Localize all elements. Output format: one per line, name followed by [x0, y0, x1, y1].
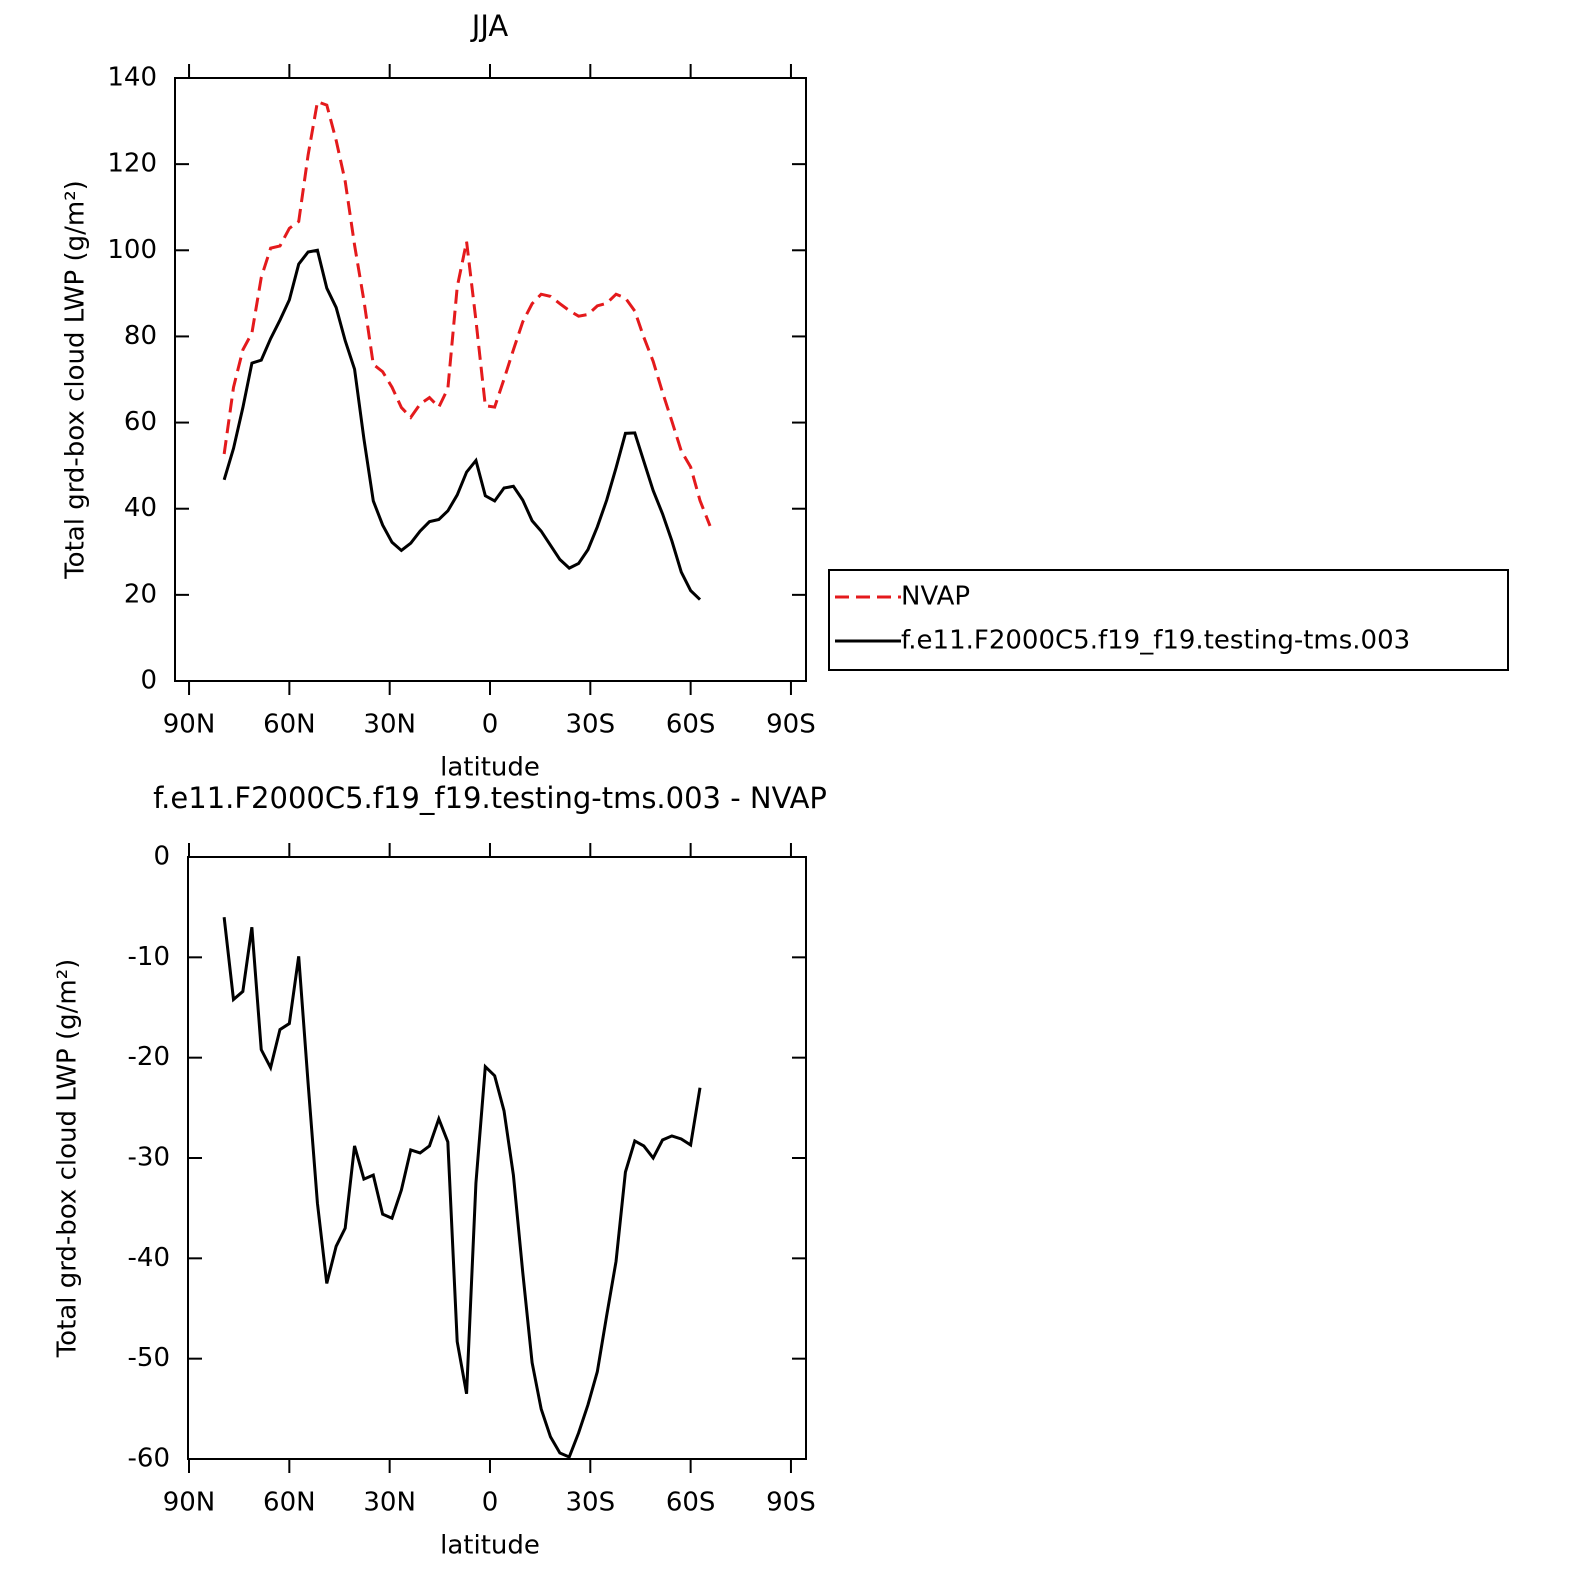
x-tick-label: 90N: [163, 710, 216, 740]
plot-frame: [174, 77, 807, 682]
plot-frame: [187, 856, 807, 1460]
x-tick-label: 0: [482, 710, 499, 740]
x-tick-label: 90S: [766, 710, 816, 740]
y-axis-label: Total grd-box cloud LWP (g/m²): [53, 959, 83, 1359]
x-tick-label: 0: [482, 1488, 499, 1518]
x-tick-label: 30N: [363, 710, 416, 740]
y-tick-label: -40: [128, 1243, 170, 1273]
y-tick-label: 120: [107, 149, 157, 179]
y-tick-label: -10: [128, 942, 170, 972]
y-tick-label: 140: [107, 63, 157, 93]
x-tick-label: 60S: [666, 1488, 716, 1518]
y-tick-label: -50: [128, 1343, 170, 1373]
y-tick-label: 60: [124, 407, 157, 437]
legend-box: [828, 569, 1509, 671]
x-tick-label: 60S: [666, 710, 716, 740]
x-tick-label: 30S: [566, 710, 616, 740]
y-tick-label: 40: [124, 493, 157, 523]
y-tick-label: -20: [128, 1042, 170, 1072]
x-axis-label: latitude: [440, 753, 540, 783]
chart-title: JJA: [470, 9, 509, 43]
x-tick-label: 60N: [263, 1488, 316, 1518]
y-axis-label: Total grd-box cloud LWP (g/m²): [61, 180, 91, 580]
x-tick-label: 90S: [766, 1488, 816, 1518]
data-line: [222, 917, 702, 1459]
y-tick-label: 80: [124, 321, 157, 351]
x-tick-label: 60N: [263, 710, 316, 740]
x-tick-label: 30S: [566, 1488, 616, 1518]
y-tick-label: -30: [128, 1143, 170, 1173]
data-line: [222, 248, 702, 601]
x-axis-label: latitude: [440, 1531, 540, 1561]
y-tick-label: 100: [107, 235, 157, 265]
y-tick-label: 20: [124, 579, 157, 609]
x-tick-label: 30N: [363, 1488, 416, 1518]
data-line: [222, 99, 712, 527]
y-tick-label: -60: [128, 1444, 170, 1474]
y-tick-label: 0: [140, 666, 157, 696]
legend-label: NVAP: [901, 582, 970, 612]
y-tick-label: 0: [153, 842, 170, 872]
x-tick-label: 90N: [163, 1488, 216, 1518]
legend-label: f.e11.F2000C5.f19_f19.testing-tms.003: [901, 626, 1410, 656]
chart-title: f.e11.F2000C5.f19_f19.testing-tms.003 - …: [153, 781, 827, 815]
